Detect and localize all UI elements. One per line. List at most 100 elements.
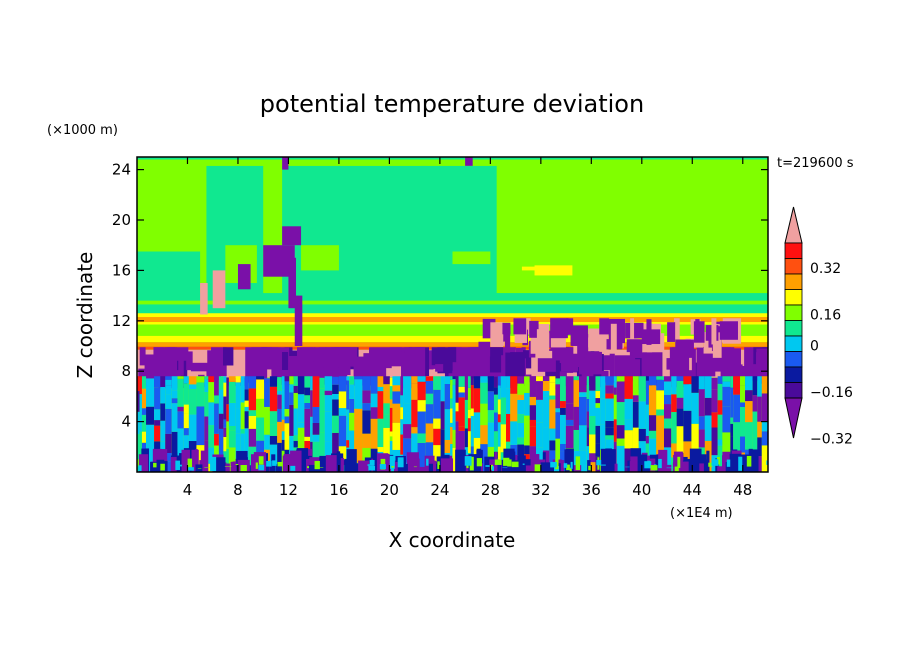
convective-cell (312, 441, 320, 472)
convective-cell (752, 411, 758, 438)
convective-cell (269, 376, 278, 387)
convective-cell (289, 392, 294, 405)
chart-title: potential temperature deviation (260, 90, 644, 118)
convective-cell (177, 411, 184, 429)
convective-cell (605, 427, 614, 436)
convective-cell (595, 376, 601, 392)
convective-cell (417, 376, 426, 382)
bottom-cell (706, 450, 710, 472)
convective-cell (389, 407, 393, 432)
colorbar-swatch (784, 351, 803, 368)
convective-cell (487, 391, 494, 411)
convective-cell (284, 408, 290, 417)
convective-cell (663, 404, 672, 419)
convective-cell (139, 376, 142, 395)
convective-cell (586, 376, 590, 399)
convective-cell (165, 408, 172, 434)
convective-cell (605, 393, 614, 399)
convective-cell (226, 377, 229, 405)
bottom-wisp (391, 466, 395, 468)
convective-cell (383, 384, 390, 404)
convective-cell (676, 397, 684, 409)
convective-cell (188, 388, 197, 415)
convective-cell (392, 391, 401, 404)
convective-cell (595, 403, 601, 408)
convective-cell (137, 376, 140, 392)
plot-frame (136, 156, 769, 473)
convective-cell (517, 437, 525, 445)
convective-cell (425, 423, 434, 443)
purple-plume (431, 347, 446, 366)
convective-cell (565, 425, 574, 449)
convective-cell (196, 376, 205, 383)
convective-cell (160, 420, 166, 442)
bottom-wisp (367, 464, 375, 466)
convective-cell (517, 394, 525, 400)
intrusion (237, 264, 251, 290)
convective-cell (248, 415, 257, 429)
bottom-cell (336, 451, 341, 472)
convective-cell (354, 408, 363, 439)
y-unit-label: (×1000 m) (47, 123, 118, 138)
convective-cell (349, 412, 355, 431)
upper-plume (601, 324, 609, 351)
y-axis-label: Z coordinate (73, 252, 97, 379)
convective-cell (500, 424, 507, 453)
convective-cell (487, 422, 494, 447)
convective-cell (208, 376, 215, 383)
convective-cell (392, 376, 401, 386)
bottom-wisp (188, 467, 194, 471)
lime-patch (137, 300, 768, 305)
convective-cell (244, 406, 249, 412)
convective-cell (235, 433, 241, 459)
upper-plume (547, 330, 554, 348)
convective-cell (269, 435, 278, 445)
convective-cell (137, 411, 140, 435)
convective-cell (671, 376, 677, 395)
convective-cell (165, 385, 172, 395)
convective-cell (573, 429, 579, 451)
convective-cell (555, 408, 561, 413)
purple-plume (222, 347, 234, 366)
convective-cell (354, 376, 363, 380)
convective-cell (417, 433, 426, 443)
convective-cell (244, 389, 249, 401)
purple-plume (138, 368, 152, 378)
bottom-wisp (277, 461, 283, 467)
upper-plume (529, 320, 539, 338)
convective-cell (722, 376, 731, 382)
bottom-cell (649, 454, 662, 472)
purple-plume (732, 348, 741, 375)
convective-cell (183, 383, 189, 405)
convective-cell (297, 376, 305, 395)
convective-cell (403, 424, 412, 439)
convective-cell (638, 428, 646, 442)
convective-cell (624, 448, 633, 472)
convective-cell (663, 428, 672, 448)
convective-cell (752, 376, 758, 396)
convective-cell (284, 381, 290, 409)
convective-cell (332, 376, 339, 385)
bottom-wisp (491, 466, 494, 472)
convective-cell (524, 445, 530, 455)
convective-cell (389, 386, 393, 400)
convective-cell (332, 384, 339, 394)
convective-cell (676, 426, 684, 453)
convective-cell (433, 376, 441, 390)
convective-cell (228, 402, 236, 427)
bottom-wisp (272, 460, 277, 466)
convective-cell (517, 383, 525, 395)
bottom-cell (497, 461, 502, 472)
convective-cell (440, 429, 445, 457)
convective-cell (663, 418, 672, 429)
bottom-wisp (494, 459, 502, 465)
bottom-cell (213, 457, 226, 472)
convective-cell (586, 427, 590, 447)
convective-cell (529, 419, 537, 427)
convective-cell (717, 376, 723, 384)
convective-cell (264, 378, 270, 407)
convective-cell (383, 427, 390, 458)
bottom-cell (349, 463, 361, 472)
convective-cell (560, 451, 566, 463)
purple-plume (190, 362, 214, 372)
